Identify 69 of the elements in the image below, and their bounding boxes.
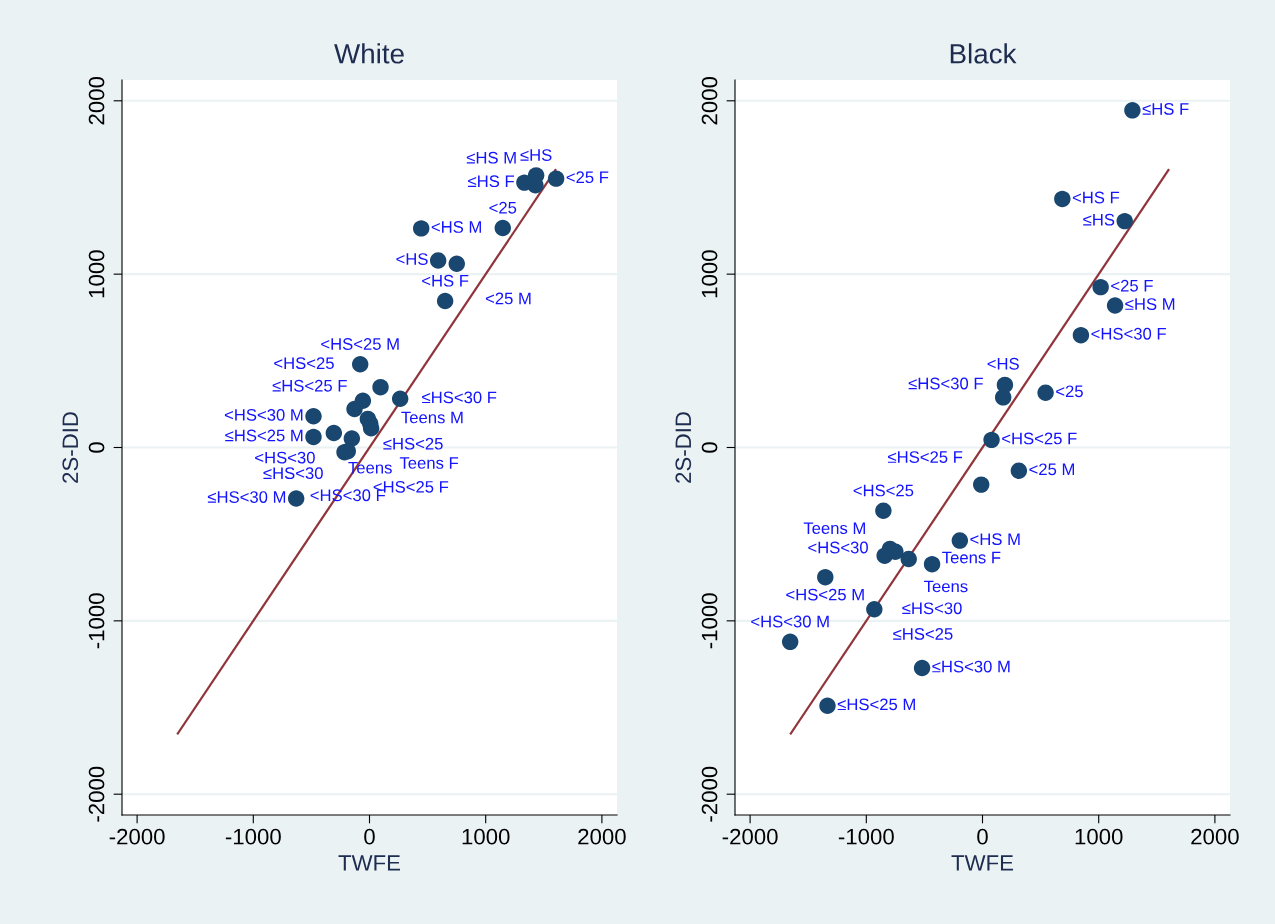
annotation: <HS<25 M [786,588,864,601]
annotation: ≤HS<30 F [422,391,497,404]
x-tick-label: -2000 [722,828,778,845]
annotation: <HS<30 [255,451,315,464]
x-tick-label: 0 [364,828,375,845]
annotation: Teens [924,580,968,593]
y-tick-label: -1000 [88,593,105,649]
annotation: <25 F [1111,279,1153,292]
annotation: <HS<30 M [751,615,829,628]
annotation: ≤HS M [466,151,516,164]
annotation: <HS<25 F [1002,432,1077,445]
annotation: ≤HS F [468,175,514,188]
annotation: <HS M [431,221,481,233]
chart-title: Black [950,43,1017,64]
y-axis-title: 2S-DID [62,412,79,483]
annotation: <25 F [566,171,609,184]
annotation: <HS F [422,274,469,287]
annotation: ≤HS<25 M [225,429,303,442]
annotation: <HS M [970,533,1020,546]
x-tick-label: 1000 [462,828,510,845]
y-tick-label: 2000 [88,76,105,125]
annotation: Teens F [942,551,1001,564]
annotation: Teens F [399,457,459,469]
x-tick-label: -1000 [838,828,894,845]
y-tick-label: 0 [88,442,105,453]
x-tick-label: 2000 [578,828,626,845]
y-tick-label: 2000 [701,76,718,125]
x-tick-label: 2000 [1191,828,1239,845]
annotation: <25 M [485,292,531,305]
annotation: <HS [987,357,1019,370]
annotation: ≤HS<30 [263,467,323,480]
annotation: ≤HS<25 [893,628,953,640]
annotation: <HS F [1072,191,1120,204]
y-tick-label: 0 [701,442,718,453]
annotation: <HS<25 [853,484,914,497]
annotation: Teens M [803,522,865,535]
annotation: ≤HS<25 F [272,379,347,392]
annotation: ≤HS<25 [383,437,443,450]
annotation: <25 [489,201,517,214]
annotation: <HS [396,253,428,265]
annotation: ≤HS<25 M [837,698,915,711]
x-tick-label: -1000 [225,828,281,845]
annotation: Teens M [401,411,463,424]
annotation: <HS<30 F [1091,327,1166,340]
annotation: ≤HS F [1142,103,1189,115]
x-tick-label: 0 [977,828,988,845]
annotation: ≤HS<30 M [207,491,286,503]
annotation: <25 M [1029,463,1075,476]
annotation: <HS<25 M [321,338,399,350]
annotation: ≤HS [1083,213,1115,226]
annotation: <HS<30 M [224,408,303,421]
y-tick-label: 1000 [88,250,105,298]
annotation: ≤HS<30 F [908,377,983,390]
annotation: ≤HS<25 F [888,451,963,463]
annotation: <25 [1056,385,1083,398]
annotation: ≤HS M [1125,298,1175,310]
y-tick-label: 1000 [701,250,718,298]
x-tick-label: -2000 [109,828,165,845]
x-axis-title: TWFE [338,855,401,871]
annotation: ≤HS<30 M [932,660,1010,673]
x-tick-label: 1000 [1075,828,1123,845]
chart-title: White [334,43,404,64]
annotation: <HS<30 [808,541,868,554]
y-tick-label: -1000 [701,593,718,649]
x-axis-title: TWFE [951,855,1014,871]
annotation: <HS<25 [274,357,334,370]
y-axis-title: 2S-DID [675,412,692,483]
annotation: ≤HS<30 [902,602,962,615]
annotation: ≤HS [520,149,552,161]
